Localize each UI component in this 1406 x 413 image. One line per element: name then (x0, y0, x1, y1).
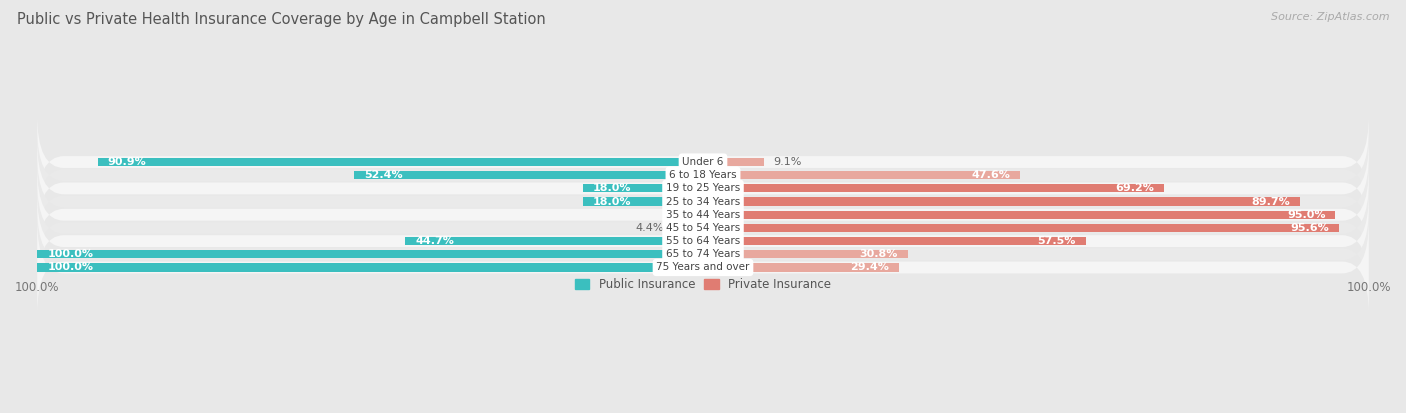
Text: 6 to 18 Years: 6 to 18 Years (669, 170, 737, 180)
Bar (703, 171, 1019, 179)
Text: 35 to 44 Years: 35 to 44 Years (666, 210, 740, 220)
Text: 47.6%: 47.6% (972, 170, 1010, 180)
Text: 75 Years and over: 75 Years and over (657, 263, 749, 273)
Text: 100.0%: 100.0% (48, 249, 93, 259)
Text: Under 6: Under 6 (682, 157, 724, 167)
Text: 9.1%: 9.1% (773, 157, 801, 167)
Bar (98, 158, 703, 166)
Bar (703, 211, 1336, 219)
Text: 30.8%: 30.8% (859, 249, 898, 259)
Text: 25 to 34 Years: 25 to 34 Years (666, 197, 740, 206)
Text: 65 to 74 Years: 65 to 74 Years (666, 249, 740, 259)
Bar (703, 197, 1301, 206)
FancyBboxPatch shape (37, 155, 1369, 248)
Bar (405, 237, 703, 245)
Bar (703, 224, 1340, 232)
Text: 90.9%: 90.9% (108, 157, 146, 167)
Bar (703, 250, 908, 259)
Text: 57.5%: 57.5% (1038, 236, 1076, 246)
Bar (703, 158, 763, 166)
Bar (37, 263, 703, 272)
FancyBboxPatch shape (37, 181, 1369, 275)
Text: 69.2%: 69.2% (1115, 183, 1154, 193)
Text: 0.0%: 0.0% (665, 210, 693, 220)
Text: 29.4%: 29.4% (849, 263, 889, 273)
Bar (703, 184, 1164, 192)
FancyBboxPatch shape (37, 207, 1369, 301)
Bar (703, 263, 898, 272)
Text: 100.0%: 100.0% (48, 263, 93, 273)
Text: 52.4%: 52.4% (364, 170, 402, 180)
FancyBboxPatch shape (37, 128, 1369, 222)
Text: Source: ZipAtlas.com: Source: ZipAtlas.com (1271, 12, 1389, 22)
Text: 55 to 64 Years: 55 to 64 Years (666, 236, 740, 246)
FancyBboxPatch shape (37, 168, 1369, 261)
FancyBboxPatch shape (37, 221, 1369, 314)
Text: Public vs Private Health Insurance Coverage by Age in Campbell Station: Public vs Private Health Insurance Cover… (17, 12, 546, 27)
Text: 95.0%: 95.0% (1286, 210, 1326, 220)
Bar (583, 197, 703, 206)
Text: 18.0%: 18.0% (593, 183, 631, 193)
Bar (703, 237, 1085, 245)
FancyBboxPatch shape (37, 142, 1369, 235)
Legend: Public Insurance, Private Insurance: Public Insurance, Private Insurance (571, 274, 835, 296)
Text: 44.7%: 44.7% (415, 236, 454, 246)
FancyBboxPatch shape (37, 195, 1369, 288)
Bar (673, 224, 703, 232)
Text: 18.0%: 18.0% (593, 197, 631, 206)
Bar (37, 250, 703, 259)
Bar (583, 184, 703, 192)
FancyBboxPatch shape (37, 115, 1369, 209)
Text: 45 to 54 Years: 45 to 54 Years (666, 223, 740, 233)
Bar (354, 171, 703, 179)
Text: 4.4%: 4.4% (636, 223, 664, 233)
Text: 19 to 25 Years: 19 to 25 Years (666, 183, 740, 193)
Text: 95.6%: 95.6% (1291, 223, 1330, 233)
Text: 89.7%: 89.7% (1251, 197, 1291, 206)
